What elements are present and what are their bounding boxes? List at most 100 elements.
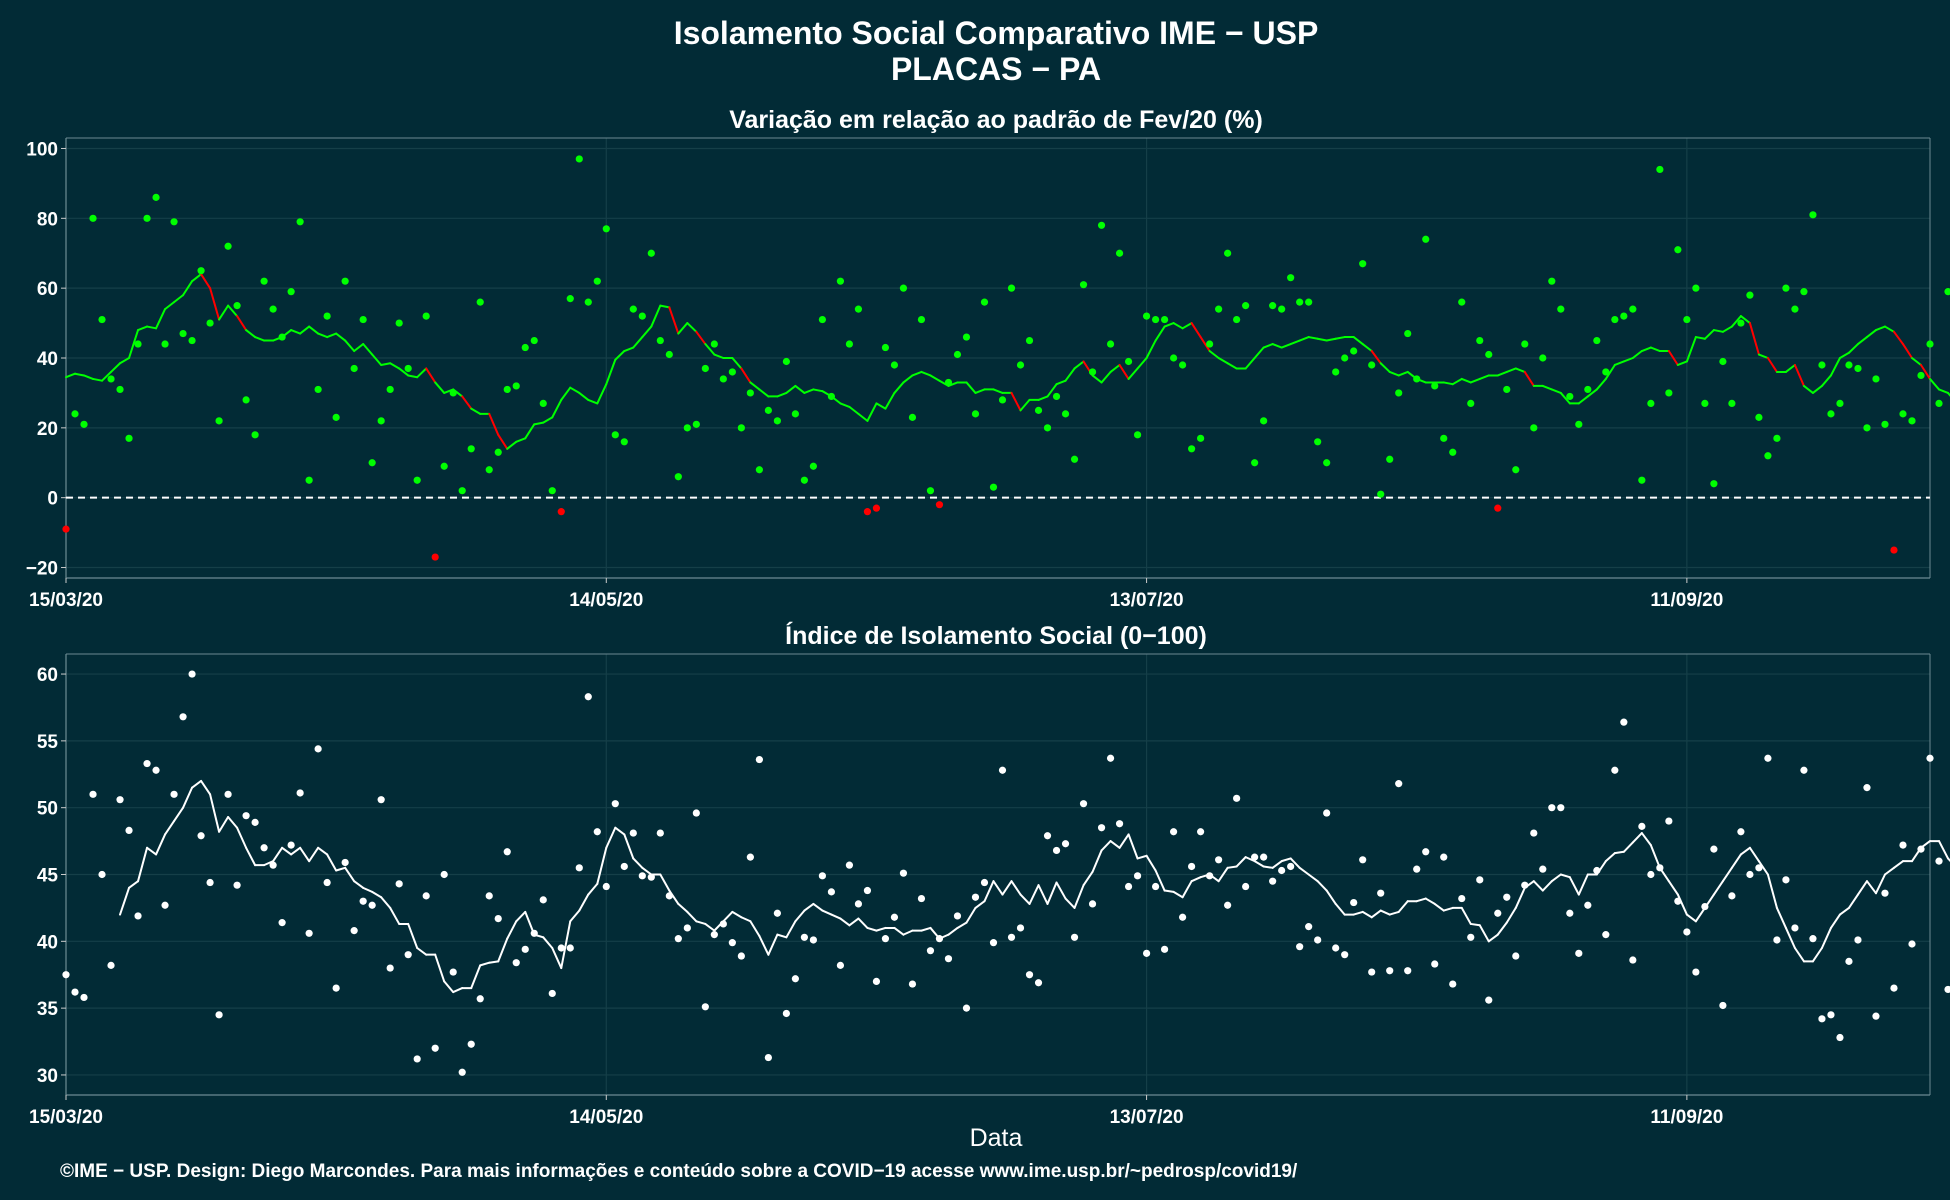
data-point <box>476 298 484 306</box>
data-point <box>1043 832 1052 840</box>
moving-average-segment <box>1370 350 1382 365</box>
moving-average-segment <box>1604 852 1616 863</box>
moving-average-segment <box>515 437 527 443</box>
data-point <box>1755 864 1763 872</box>
data-point <box>1503 385 1511 394</box>
data-point <box>674 935 682 943</box>
data-point <box>512 382 520 390</box>
data-point <box>1197 434 1205 442</box>
y-tick-label: 45 <box>37 866 59 887</box>
data-point <box>1395 389 1403 397</box>
moving-average-segment <box>1938 840 1950 860</box>
data-point <box>296 218 304 226</box>
moving-average-segment <box>668 306 680 335</box>
moving-average-segment <box>461 395 473 410</box>
data-point <box>827 392 836 401</box>
data-point <box>1854 936 1862 944</box>
moving-average-segment <box>1703 329 1715 340</box>
moving-average-segment <box>1154 869 1166 892</box>
moving-average-segment <box>1505 367 1517 373</box>
moving-average-segment <box>1865 329 1877 339</box>
moving-average-segment <box>1730 853 1742 869</box>
moving-average-segment <box>1055 379 1067 386</box>
moving-average-segment <box>1298 866 1310 876</box>
data-point <box>665 892 673 900</box>
moving-average-segment <box>1379 909 1391 916</box>
moving-average-segment <box>371 890 383 899</box>
data-point <box>593 277 601 285</box>
data-point <box>899 869 908 877</box>
moving-average-segment <box>1361 910 1373 919</box>
moving-average-segment <box>452 987 464 994</box>
data-point <box>764 406 772 414</box>
data-point <box>125 434 133 442</box>
moving-average-segment <box>290 329 302 335</box>
moving-average-segment <box>1730 315 1742 328</box>
moving-average-segment <box>353 343 365 353</box>
moving-average-segment <box>1136 357 1148 370</box>
data-point <box>1142 949 1151 957</box>
data-point <box>1188 445 1196 453</box>
data-point <box>1530 424 1538 432</box>
moving-average-segment <box>1604 363 1616 380</box>
data-point <box>557 944 565 952</box>
data-point <box>1746 870 1754 879</box>
moving-average-segment <box>632 857 644 869</box>
moving-average-segment <box>1388 370 1400 377</box>
data-point <box>1863 784 1871 792</box>
moving-average-segment <box>101 370 113 382</box>
data-point <box>629 829 637 837</box>
moving-average-segment <box>137 325 149 332</box>
data-point <box>1890 546 1898 554</box>
data-point <box>1602 931 1610 939</box>
data-point <box>935 935 944 943</box>
data-point <box>1242 302 1250 310</box>
moving-average-segment <box>479 961 491 967</box>
moving-average-segment <box>1838 906 1850 916</box>
data-point <box>449 389 457 397</box>
data-point <box>1368 361 1376 369</box>
data-point <box>800 476 808 484</box>
data-point <box>692 420 700 428</box>
moving-average-segment <box>344 339 356 353</box>
data-point <box>1097 824 1106 832</box>
data-point <box>1602 368 1610 376</box>
data-point <box>1485 350 1493 359</box>
moving-average-segment <box>785 920 797 939</box>
moving-average-segment <box>1910 357 1922 366</box>
data-point <box>1656 165 1664 174</box>
data-point <box>1890 984 1898 992</box>
data-point <box>1097 221 1106 229</box>
moving-average-segment <box>1883 325 1895 333</box>
moving-average-segment <box>1676 360 1688 366</box>
data-point <box>152 766 160 774</box>
data-point <box>314 385 322 394</box>
moving-average-segment <box>1739 315 1751 325</box>
moving-average-segment <box>920 370 932 377</box>
moving-average-segment <box>1469 377 1481 384</box>
moving-average-segment <box>1622 357 1634 363</box>
footer-credit: ©IME − USP. Design: Diego Marcondes. Par… <box>60 1161 1298 1182</box>
main-title: Isolamento Social Comparativo IME − USP <box>674 15 1319 51</box>
data-point <box>368 459 376 467</box>
data-point <box>269 861 277 869</box>
moving-average-segment <box>317 332 329 339</box>
data-point <box>1593 336 1601 345</box>
moving-average-segment <box>1784 363 1796 373</box>
data-point <box>62 525 70 533</box>
data-point <box>1809 211 1817 219</box>
moving-average-segment <box>389 906 401 925</box>
moving-average-segment <box>542 936 554 949</box>
data-point <box>1467 399 1475 407</box>
moving-average-segment <box>1244 357 1256 370</box>
data-point <box>1503 893 1511 901</box>
moving-average-segment <box>965 381 977 394</box>
data-point <box>1665 389 1673 397</box>
x-tick-label: 13/07/20 <box>1110 1107 1184 1128</box>
moving-average-segment <box>83 374 95 380</box>
moving-average-segment <box>1334 336 1346 340</box>
data-point <box>62 971 70 979</box>
moving-average-segment <box>281 846 293 856</box>
moving-average-segment <box>884 391 896 410</box>
